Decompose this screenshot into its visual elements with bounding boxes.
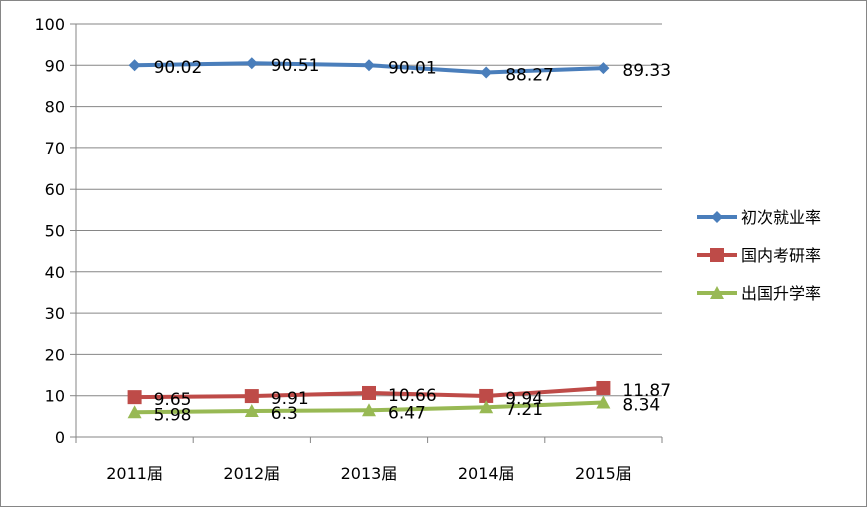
x-tick-label: 2012届 [223,464,280,483]
data-point [244,389,259,404]
y-tick-label: 40 [45,263,65,282]
data-label: 6.47 [388,403,426,423]
data-point [362,403,376,417]
x-tick-label: 2014届 [458,464,515,483]
x-tick-label: 2013届 [341,464,398,483]
data-label: 10.66 [388,386,437,406]
data-point [479,400,494,414]
legend-label: 初次就业率 [741,208,821,227]
data-point [128,59,141,72]
gridlines [76,23,662,397]
y-tick-label: 60 [45,180,65,199]
data-point [710,248,724,262]
y-tick-label: 30 [45,304,65,323]
x-tick-label: 2011届 [106,464,163,483]
y-tick-label: 70 [45,139,65,158]
data-label: 8.34 [622,396,660,416]
y-tick-label: 100 [34,15,65,34]
legend-label: 国内考研率 [741,246,821,265]
data-point [127,390,142,405]
data-point [127,405,142,419]
data-point [596,395,611,409]
y-tick-label: 0 [55,428,65,447]
data-label: 90.51 [271,56,320,76]
legend-label: 出国升学率 [741,284,821,303]
x-tick-label: 2015届 [575,464,632,483]
series [127,57,611,419]
data-label: 89.33 [622,61,671,81]
data-label: 6.3 [271,404,298,424]
data-label: 90.01 [388,58,437,78]
data-label: 88.27 [505,65,554,85]
y-tick-label: 10 [45,387,65,406]
data-label: 9.94 [505,389,543,409]
y-tick-label: 20 [45,345,65,364]
data-point [710,286,724,299]
data-point [597,62,610,75]
data-label: 9.91 [271,389,309,409]
data-point [245,57,258,70]
axes: 0 10 20 30 40 50 60 70 80 90 100 2011届 2012届 2013届 201… [34,15,663,483]
data-point [362,385,376,400]
y-tick-label: 90 [45,56,65,75]
y-tick-label: 80 [45,98,65,117]
data-point [244,403,259,417]
data-label: 7.21 [505,400,543,420]
data-label: 5.98 [154,405,192,425]
data-point [479,388,494,403]
data-label: 9.65 [154,390,192,410]
data-label: 90.02 [154,58,203,78]
data-point [596,380,611,395]
y-tick-label: 50 [45,222,65,241]
data-point [480,66,493,79]
data-point [363,59,375,72]
data-point [711,211,723,223]
data-labels: 90.02 90.51 90.01 88.27 89.33 9.65 9.91 10.66 9.… [154,56,671,425]
data-label: 11.87 [622,381,671,401]
